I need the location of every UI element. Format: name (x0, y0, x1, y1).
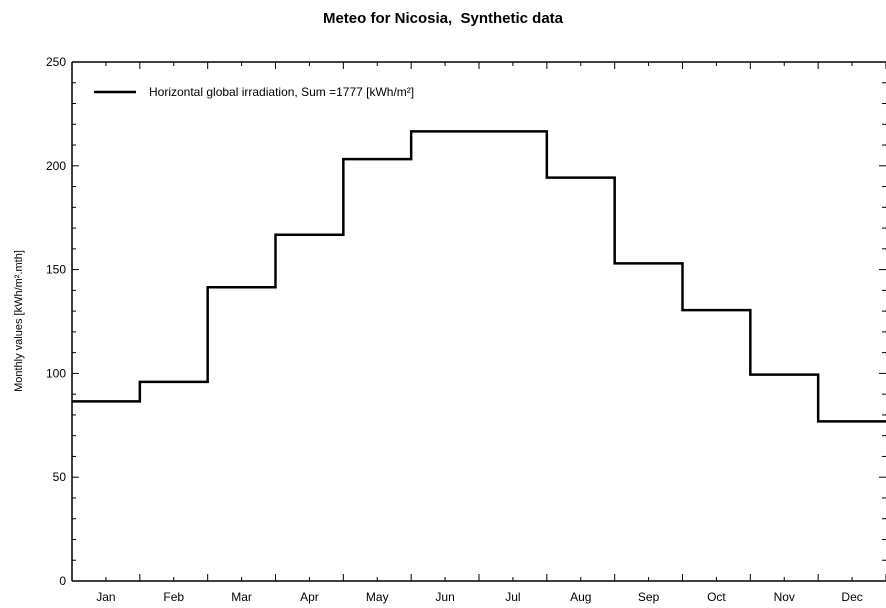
x-tick-label: Mar (231, 590, 252, 604)
x-tick-label: Oct (707, 590, 726, 604)
y-axis-label: Monthly values [kWh/m².mth] (13, 250, 25, 392)
legend: Horizontal global irradiation, Sum =1777… (94, 85, 414, 99)
x-axis-ticks: Jan Feb Mar Apr May Jun Jul Aug Sep Oct Nov Dec (71, 62, 886, 604)
x-tick-label: Dec (841, 590, 862, 604)
y-tick-label: 100 (46, 366, 66, 380)
y-tick-label: 50 (53, 470, 67, 484)
x-tick-label: May (366, 590, 389, 604)
x-tick-label: Apr (300, 590, 319, 604)
series-line (72, 130, 886, 423)
x-tick-label: Jul (505, 590, 520, 604)
chart-title: Meteo for Nicosia, Synthetic data (322, 10, 564, 27)
y-tick-label: 200 (46, 159, 66, 173)
x-tick-label: Sep (638, 590, 660, 604)
x-tick-label: Jun (435, 590, 454, 604)
series-layer (72, 130, 886, 423)
y-tick-label: 150 (46, 263, 66, 277)
y-tick-label: 0 (59, 574, 66, 588)
x-tick-label: Feb (163, 590, 184, 604)
y-tick-label: 250 (46, 55, 66, 69)
x-tick-label: Jan (96, 590, 115, 604)
legend-label: Horizontal global irradiation, Sum =1777… (149, 85, 414, 99)
x-tick-label: Nov (774, 590, 795, 604)
y-axis-ticks: 0 50 100 150 200 250 (46, 55, 886, 588)
axes (71, 61, 886, 582)
x-tick-label: Aug (570, 590, 591, 604)
